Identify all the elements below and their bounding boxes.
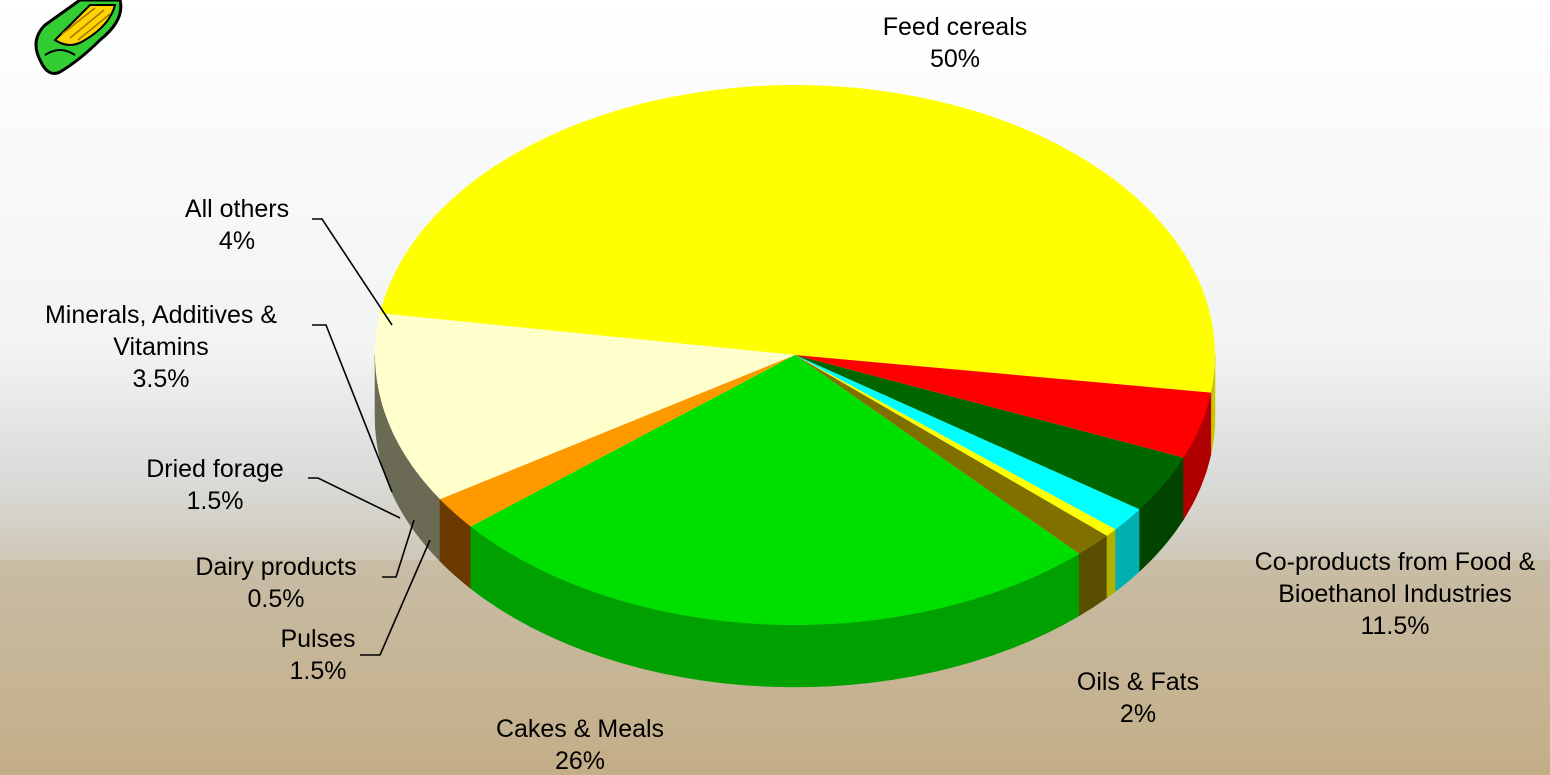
slice-name: Dried forage [146, 455, 284, 483]
leader-line [308, 477, 401, 519]
slice-value: 2% [1120, 700, 1156, 728]
slice-name: Dairy products [195, 553, 356, 581]
slice-name: Pulses [280, 625, 355, 653]
slice-label: Dried forage 1.5% [146, 455, 284, 515]
slice-side [1106, 528, 1116, 599]
slice-label: Dairy products 0.5% [195, 553, 356, 613]
pie-3d [374, 85, 1216, 688]
pie-slice [795, 355, 1116, 536]
slice-value: 1.5% [187, 487, 244, 515]
slice-value: 3.5% [133, 365, 190, 393]
slice-name: Minerals, Additives & [45, 301, 277, 329]
slice-name: Co-products from Food & [1255, 548, 1536, 576]
leader-lines [308, 218, 431, 656]
slice-labels: Feed cereals 50% Co-products from Food & Bi… [45, 13, 1536, 775]
slice-value: 11.5% [1360, 612, 1429, 640]
slice-side [1139, 456, 1184, 572]
pie-top [374, 85, 1215, 625]
slice-label: Oils & Fats 2% [1077, 668, 1199, 728]
slice-name: Cakes & Meals [496, 715, 664, 743]
slice-value: 0.5% [248, 585, 305, 613]
pie-sides [374, 354, 1216, 688]
pie-slice [380, 85, 1215, 393]
slice-label: Feed cereals 50% [883, 13, 1028, 73]
corn-icon [34, 0, 123, 75]
slice-label: All others 4% [185, 195, 289, 255]
slice-value: 26% [555, 747, 605, 775]
pie-slice [795, 355, 1107, 554]
slice-name: Vitamins [113, 333, 208, 361]
slice-name: Feed cereals [883, 13, 1028, 41]
leader-line [312, 324, 393, 493]
slice-label: Cakes & Meals 26% [496, 715, 664, 775]
leader-line [360, 539, 431, 656]
leader-line [312, 218, 393, 326]
pie-slice [470, 355, 1080, 625]
slice-label: Minerals, Additives & Vitamins 3.5% [45, 301, 277, 393]
pie-slice [795, 355, 1184, 510]
slice-label: Co-products from Food & Bioethanol Indust… [1255, 548, 1536, 640]
slice-label: Pulses 1.5% [280, 625, 355, 685]
pie-slice [439, 355, 795, 527]
slice-value: 4% [219, 227, 255, 255]
slice-value: 50% [930, 45, 980, 73]
pie-slice [374, 313, 795, 500]
pie-slice [795, 355, 1140, 530]
slice-value: 1.5% [290, 657, 347, 685]
slice-name: Oils & Fats [1077, 668, 1199, 696]
pie-slice [795, 355, 1211, 458]
slice-name: All others [185, 195, 289, 223]
leader-line [382, 519, 415, 578]
slice-name: Bioethanol Industries [1278, 580, 1511, 608]
